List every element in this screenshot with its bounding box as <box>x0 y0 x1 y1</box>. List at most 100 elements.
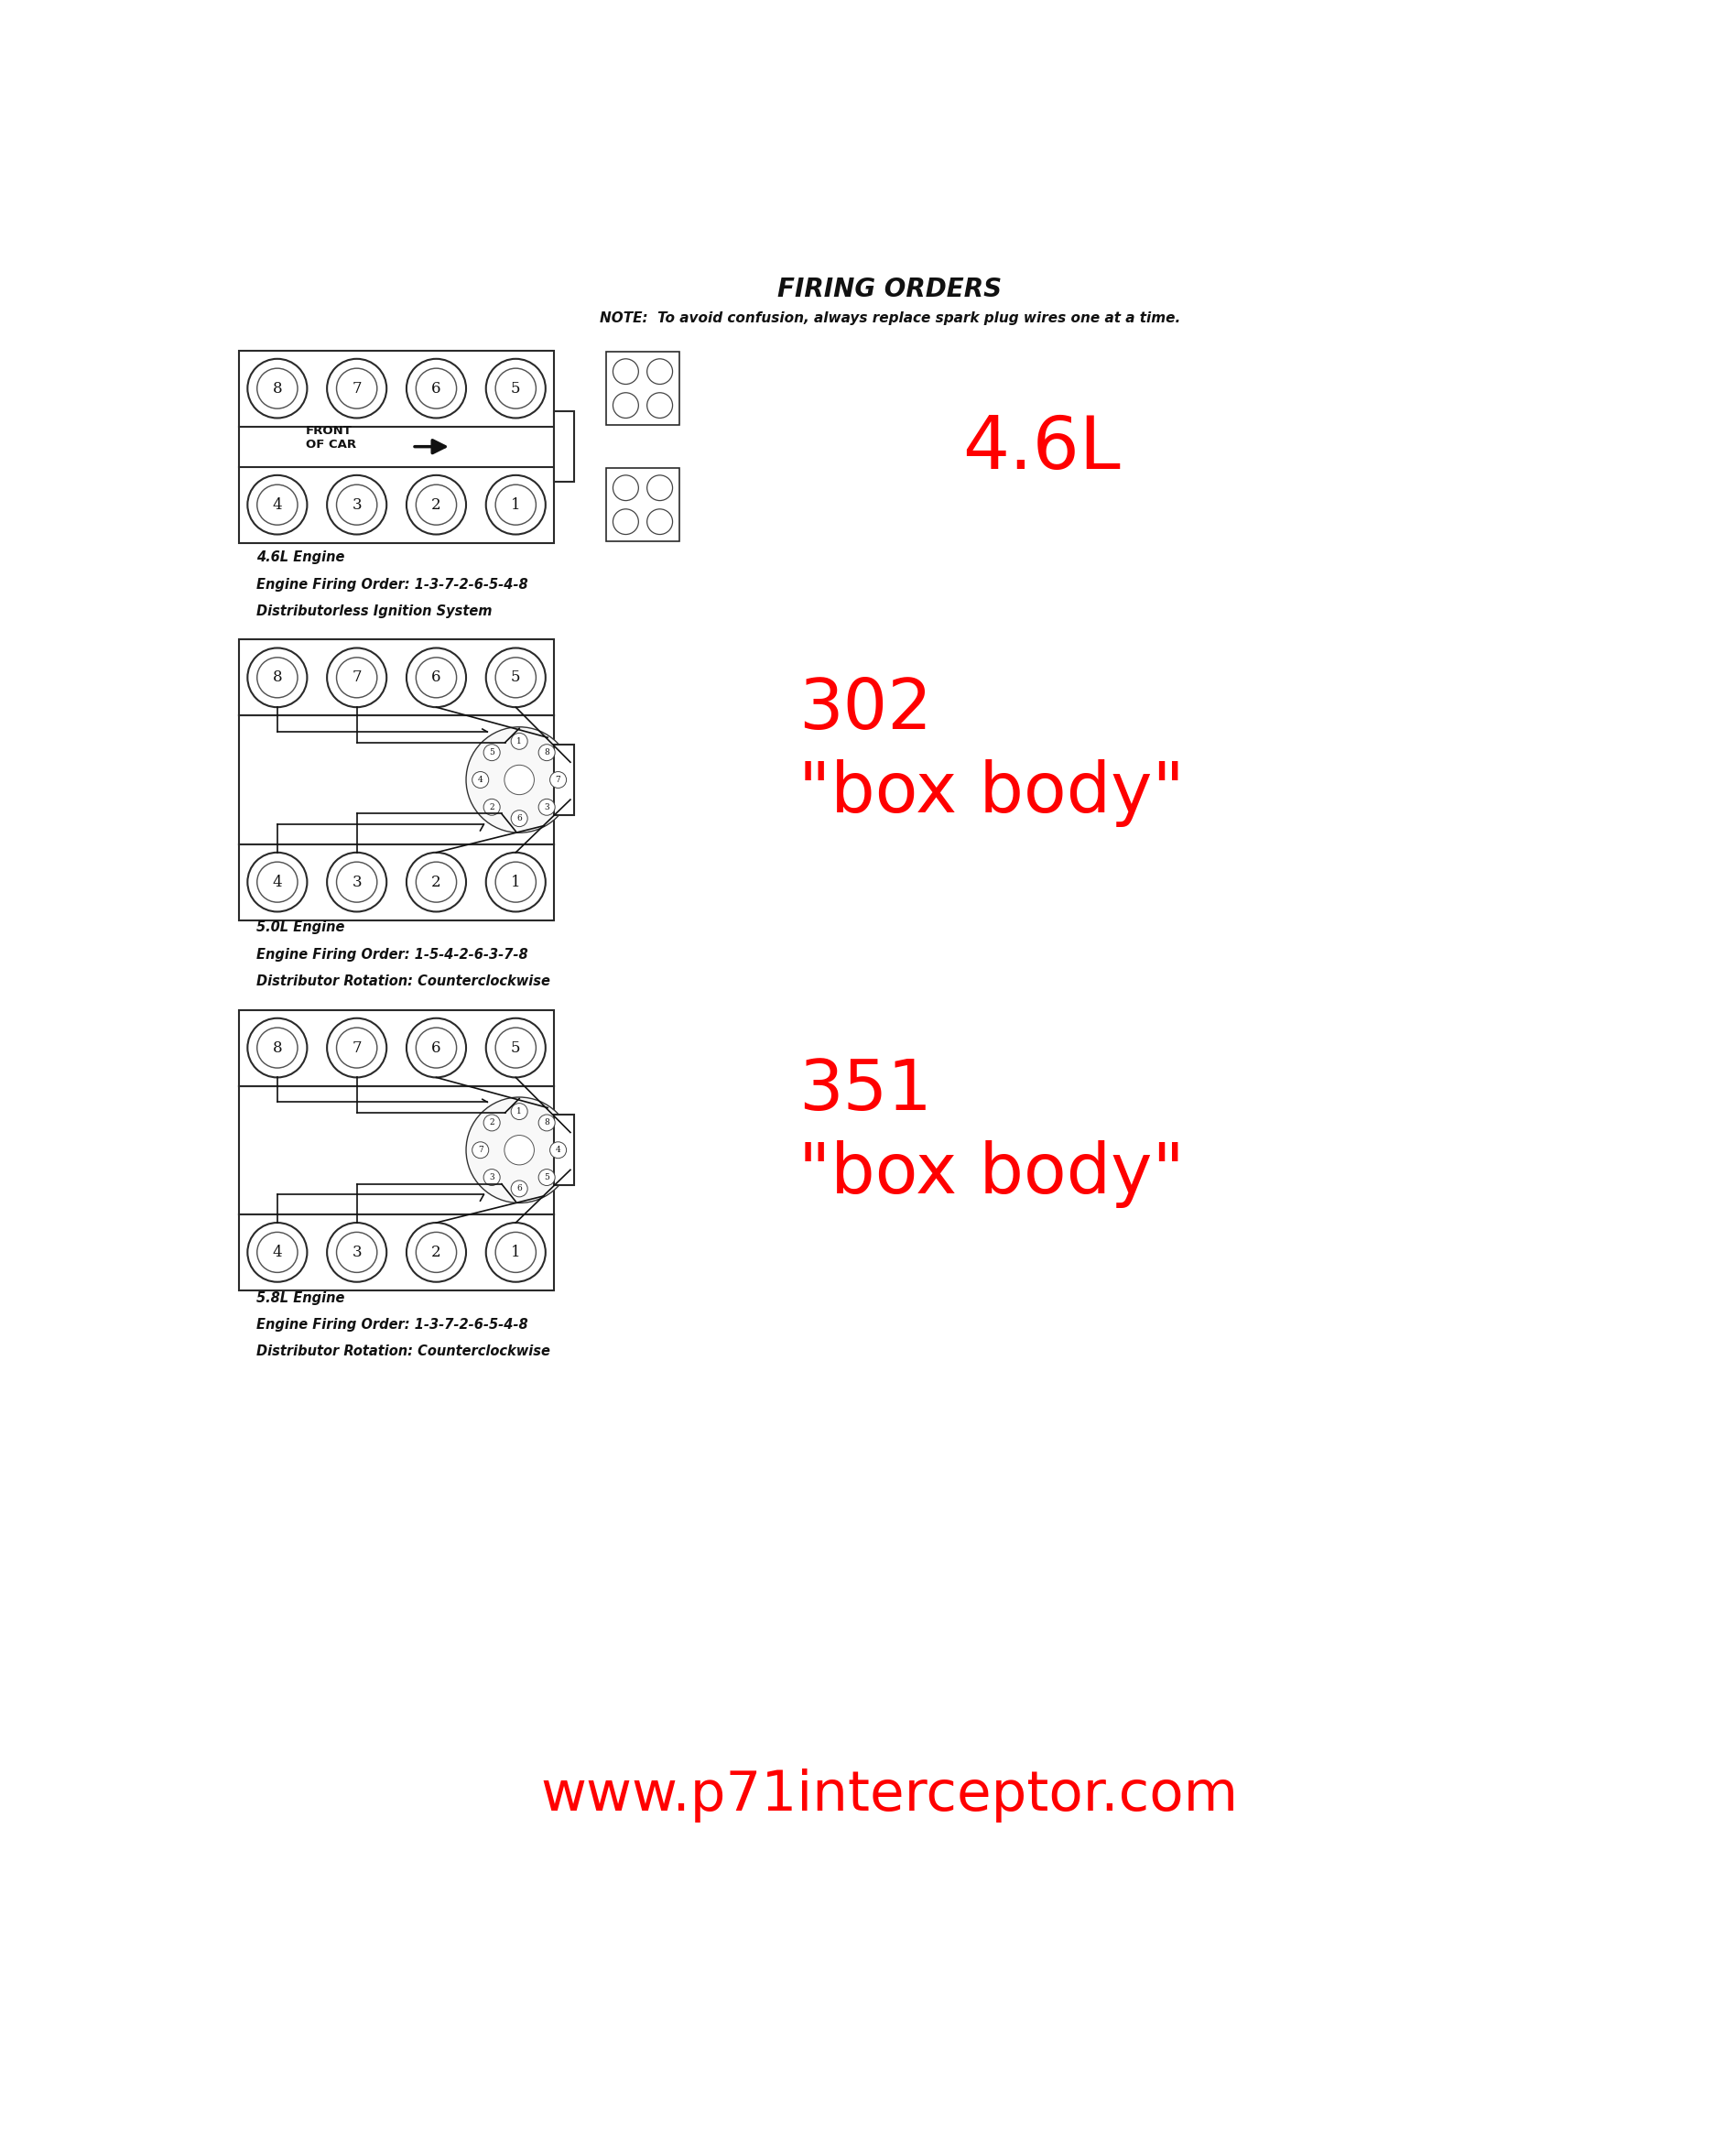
Text: 8: 8 <box>273 382 283 397</box>
Text: Distributor Rotation: Counterclockwise: Distributor Rotation: Counterclockwise <box>255 1344 550 1359</box>
Circle shape <box>417 369 457 410</box>
Circle shape <box>326 358 387 418</box>
Bar <box>554 744 575 815</box>
Text: 4.6L: 4.6L <box>962 412 1120 485</box>
Bar <box>240 467 554 542</box>
Circle shape <box>337 369 377 410</box>
Circle shape <box>257 485 297 525</box>
Text: Engine Firing Order: 1-5-4-2-6-3-7-8: Engine Firing Order: 1-5-4-2-6-3-7-8 <box>255 948 528 961</box>
Circle shape <box>538 1115 556 1132</box>
Text: 3: 3 <box>352 1244 361 1261</box>
Circle shape <box>486 647 545 708</box>
Circle shape <box>510 1181 528 1196</box>
Circle shape <box>248 476 307 534</box>
Text: 8: 8 <box>273 1040 283 1055</box>
Circle shape <box>257 1233 297 1271</box>
Text: 6: 6 <box>432 1040 441 1055</box>
Circle shape <box>257 862 297 903</box>
Text: 1: 1 <box>510 875 521 890</box>
Text: 5.0L Engine: 5.0L Engine <box>255 922 344 935</box>
Text: 2: 2 <box>490 804 495 810</box>
Text: Engine Firing Order: 1-3-7-2-6-5-4-8: Engine Firing Order: 1-3-7-2-6-5-4-8 <box>255 577 528 592</box>
Circle shape <box>484 800 500 815</box>
Circle shape <box>613 476 639 500</box>
Text: 4: 4 <box>477 776 483 785</box>
Circle shape <box>248 853 307 911</box>
Text: 8: 8 <box>273 669 283 686</box>
Circle shape <box>406 647 465 708</box>
Circle shape <box>406 358 465 418</box>
Circle shape <box>337 1027 377 1068</box>
Circle shape <box>484 1168 500 1186</box>
Circle shape <box>406 476 465 534</box>
Circle shape <box>406 853 465 911</box>
Text: 6: 6 <box>517 815 523 823</box>
Circle shape <box>486 1018 545 1078</box>
Text: 5.8L Engine: 5.8L Engine <box>255 1291 344 1306</box>
Circle shape <box>486 358 545 418</box>
Circle shape <box>248 1222 307 1282</box>
Circle shape <box>337 862 377 903</box>
Text: 302
"box body": 302 "box body" <box>799 675 1186 828</box>
Text: 4: 4 <box>273 875 283 890</box>
Text: 4: 4 <box>273 497 283 512</box>
Circle shape <box>495 1233 536 1271</box>
Text: 4: 4 <box>273 1244 283 1261</box>
Circle shape <box>538 800 556 815</box>
Bar <box>606 352 681 425</box>
Circle shape <box>495 1027 536 1068</box>
Text: Engine Firing Order: 1-3-7-2-6-5-4-8: Engine Firing Order: 1-3-7-2-6-5-4-8 <box>255 1319 528 1331</box>
Circle shape <box>505 1136 535 1164</box>
Text: 2: 2 <box>490 1119 495 1128</box>
Circle shape <box>613 358 639 384</box>
Text: 351
"box body": 351 "box body" <box>799 1057 1186 1209</box>
Circle shape <box>417 1027 457 1068</box>
Text: 5: 5 <box>510 669 521 686</box>
Bar <box>240 1214 554 1291</box>
Circle shape <box>326 1018 387 1078</box>
Text: Distributorless Ignition System: Distributorless Ignition System <box>255 605 491 617</box>
Circle shape <box>484 1115 500 1132</box>
Text: 4: 4 <box>556 1145 561 1153</box>
Text: Distributor Rotation: Counterclockwise: Distributor Rotation: Counterclockwise <box>255 976 550 988</box>
Text: 6: 6 <box>517 1183 523 1192</box>
Circle shape <box>417 658 457 697</box>
Text: 1: 1 <box>510 497 521 512</box>
Text: 7: 7 <box>352 382 361 397</box>
Circle shape <box>257 1027 297 1068</box>
Circle shape <box>248 1018 307 1078</box>
Circle shape <box>510 733 528 750</box>
Text: 6: 6 <box>432 382 441 397</box>
Circle shape <box>326 476 387 534</box>
Text: 1: 1 <box>517 1106 523 1115</box>
Text: 8: 8 <box>543 1119 549 1128</box>
Bar <box>554 1115 575 1186</box>
Text: 7: 7 <box>556 776 561 785</box>
Bar <box>606 467 681 542</box>
Circle shape <box>495 369 536 410</box>
Circle shape <box>648 508 672 534</box>
Circle shape <box>406 1018 465 1078</box>
Circle shape <box>613 508 639 534</box>
Circle shape <box>465 1098 573 1203</box>
Circle shape <box>326 1222 387 1282</box>
Circle shape <box>538 744 556 761</box>
Circle shape <box>505 765 535 795</box>
Circle shape <box>648 476 672 500</box>
Text: 2: 2 <box>432 1244 441 1261</box>
Text: 7: 7 <box>477 1145 483 1153</box>
Circle shape <box>486 1222 545 1282</box>
Circle shape <box>510 810 528 828</box>
Bar <box>240 639 554 716</box>
Circle shape <box>406 1222 465 1282</box>
Text: NOTE:  To avoid confusion, always replace spark plug wires one at a time.: NOTE: To avoid confusion, always replace… <box>599 311 1180 324</box>
Circle shape <box>550 1143 566 1158</box>
Text: 3: 3 <box>543 804 549 810</box>
Circle shape <box>648 392 672 418</box>
Text: 5: 5 <box>543 1173 550 1181</box>
Circle shape <box>417 1233 457 1271</box>
Text: 5: 5 <box>490 748 495 757</box>
Circle shape <box>326 853 387 911</box>
Circle shape <box>495 658 536 697</box>
Circle shape <box>417 862 457 903</box>
